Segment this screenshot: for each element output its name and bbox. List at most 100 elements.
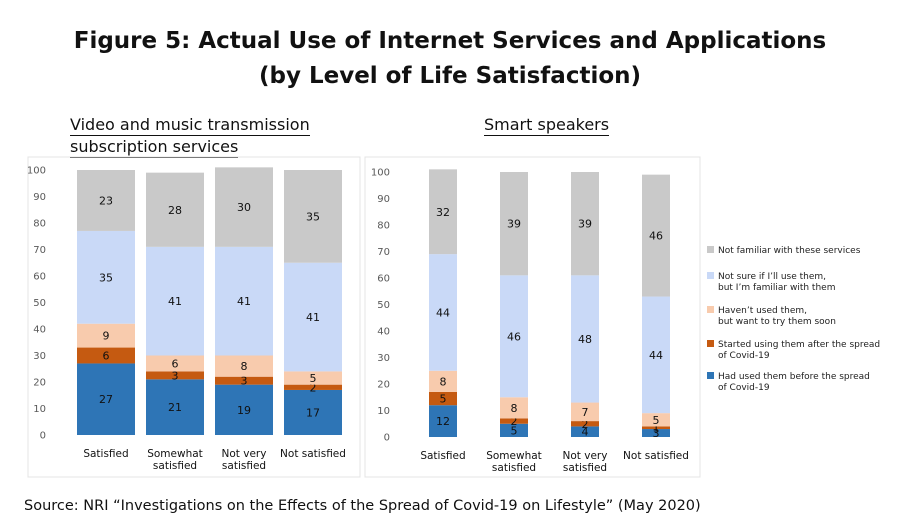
bar-segment-not_sure — [215, 246, 273, 356]
chart-frame — [364, 156, 701, 478]
y-tick-label: 50 — [33, 298, 46, 309]
y-tick-label: 60 — [33, 272, 46, 283]
legend-label-not_sure: but I’m familiar with them — [718, 283, 835, 293]
bar-segment-started — [146, 371, 204, 380]
data-label: 8 — [440, 375, 447, 388]
bar-segment-not_familiar — [77, 170, 135, 231]
y-tick-label: 30 — [377, 353, 390, 364]
bar-segment-not_sure — [642, 296, 670, 414]
data-label: 5 — [440, 393, 447, 406]
category-label: Satisfied — [83, 448, 128, 460]
data-label: 6 — [103, 350, 110, 363]
bar-segment-had_used — [215, 384, 273, 435]
data-label: 35 — [99, 271, 113, 284]
bar-segment-not_familiar — [146, 172, 204, 247]
data-label: 5 — [310, 372, 317, 385]
bar-segment-had_used — [77, 363, 135, 435]
figure-title-line1: Figure 5: Actual Use of Internet Service… — [73, 28, 827, 54]
y-tick-label: 40 — [377, 327, 390, 338]
data-label: 8 — [241, 360, 248, 373]
y-tick-label: 90 — [33, 192, 46, 203]
bar-segment-had_used — [429, 405, 457, 437]
bar-segment-want_to_try — [429, 370, 457, 392]
bar-segment-started — [571, 421, 599, 427]
bar-segment-want_to_try — [215, 355, 273, 377]
legend-swatch-want_to_try — [707, 306, 714, 313]
bar-segment-not_familiar — [215, 167, 273, 247]
legend-label-had_used: Had used them before the spread — [718, 372, 870, 382]
figure-title-line2: (by Level of Life Satisfaction) — [258, 63, 642, 89]
data-label: 23 — [99, 194, 113, 207]
data-label: 41 — [237, 295, 251, 308]
bar-segment-not_sure — [571, 275, 599, 403]
data-label: 46 — [507, 330, 521, 343]
chart-title-smart-speakers: Smart speakers — [484, 114, 610, 136]
data-label: 39 — [507, 218, 521, 231]
bar-segment-not_familiar — [284, 170, 342, 263]
bar-segment-had_used — [500, 423, 528, 437]
data-label: 44 — [436, 306, 450, 319]
bar-segment-started — [642, 426, 670, 430]
data-label: 17 — [306, 406, 320, 419]
y-tick-label: 100 — [27, 166, 46, 177]
bar-segment-not_sure — [429, 254, 457, 371]
bar-segment-started — [215, 376, 273, 385]
legend-label-not_familiar: Not familiar with these services — [718, 246, 861, 256]
data-label: 1 — [653, 422, 660, 435]
chart-title-video-music: Video and music transmission subscriptio… — [70, 114, 310, 158]
y-tick-label: 30 — [33, 351, 46, 362]
legend-swatch-not_sure — [707, 272, 714, 279]
legend-swatch-not_familiar — [707, 246, 714, 253]
data-label: 27 — [99, 393, 113, 406]
y-tick-label: 40 — [33, 325, 46, 336]
category-label: Not very — [222, 448, 267, 460]
bar-segment-not_familiar — [571, 172, 599, 276]
legend-label-started: Started using them after the spread — [718, 340, 880, 350]
data-label: 8 — [511, 402, 518, 415]
bar-segment-had_used — [284, 389, 342, 435]
data-label: 6 — [172, 357, 179, 370]
y-tick-label: 70 — [33, 245, 46, 256]
bar-segment-started — [500, 418, 528, 424]
bar-segment-not_familiar — [429, 169, 457, 255]
data-label: 2 — [511, 415, 518, 428]
y-tick-label: 20 — [377, 380, 390, 391]
category-label: satisfied — [222, 460, 266, 472]
data-label: 2 — [310, 381, 317, 394]
data-label: 5 — [653, 414, 660, 427]
bar-segment-not_familiar — [642, 174, 670, 297]
data-label: 41 — [306, 311, 320, 324]
y-tick-label: 90 — [377, 194, 390, 205]
y-tick-label: 60 — [377, 274, 390, 285]
y-tick-label: 80 — [377, 221, 390, 232]
bar-segment-not_sure — [146, 246, 204, 356]
data-label: 19 — [237, 404, 251, 417]
category-label: Somewhat — [486, 450, 542, 462]
bar-segment-want_to_try — [642, 413, 670, 427]
data-label: 44 — [649, 349, 663, 362]
legend-label-had_used: of Covid-19 — [718, 383, 770, 393]
data-label: 46 — [649, 230, 663, 243]
category-label: Not satisfied — [623, 450, 689, 462]
data-label: 4 — [582, 426, 589, 439]
bar-segment-want_to_try — [284, 371, 342, 385]
category-label: satisfied — [563, 462, 607, 474]
legend-swatch-started — [707, 340, 714, 347]
chart-frame — [27, 156, 361, 478]
bar-segment-started — [284, 384, 342, 390]
chart-title-smart-speakers-line1: Smart speakers — [484, 115, 610, 136]
y-tick-label: 0 — [40, 431, 46, 442]
source-note: Source: NRI “Investigations on the Effec… — [24, 498, 701, 514]
category-label: satisfied — [492, 462, 536, 474]
y-tick-label: 50 — [377, 300, 390, 311]
y-tick-label: 10 — [33, 404, 46, 415]
legend-label-want_to_try: Haven’t used them, — [718, 306, 807, 316]
data-label: 9 — [103, 330, 110, 343]
bar-segment-not_sure — [77, 230, 135, 324]
bar-segment-not_sure — [500, 275, 528, 398]
bar-segment-want_to_try — [77, 323, 135, 348]
category-label: Satisfied — [420, 450, 465, 462]
data-label: 28 — [168, 204, 182, 217]
data-label: 21 — [168, 401, 182, 414]
data-label: 35 — [306, 210, 320, 223]
